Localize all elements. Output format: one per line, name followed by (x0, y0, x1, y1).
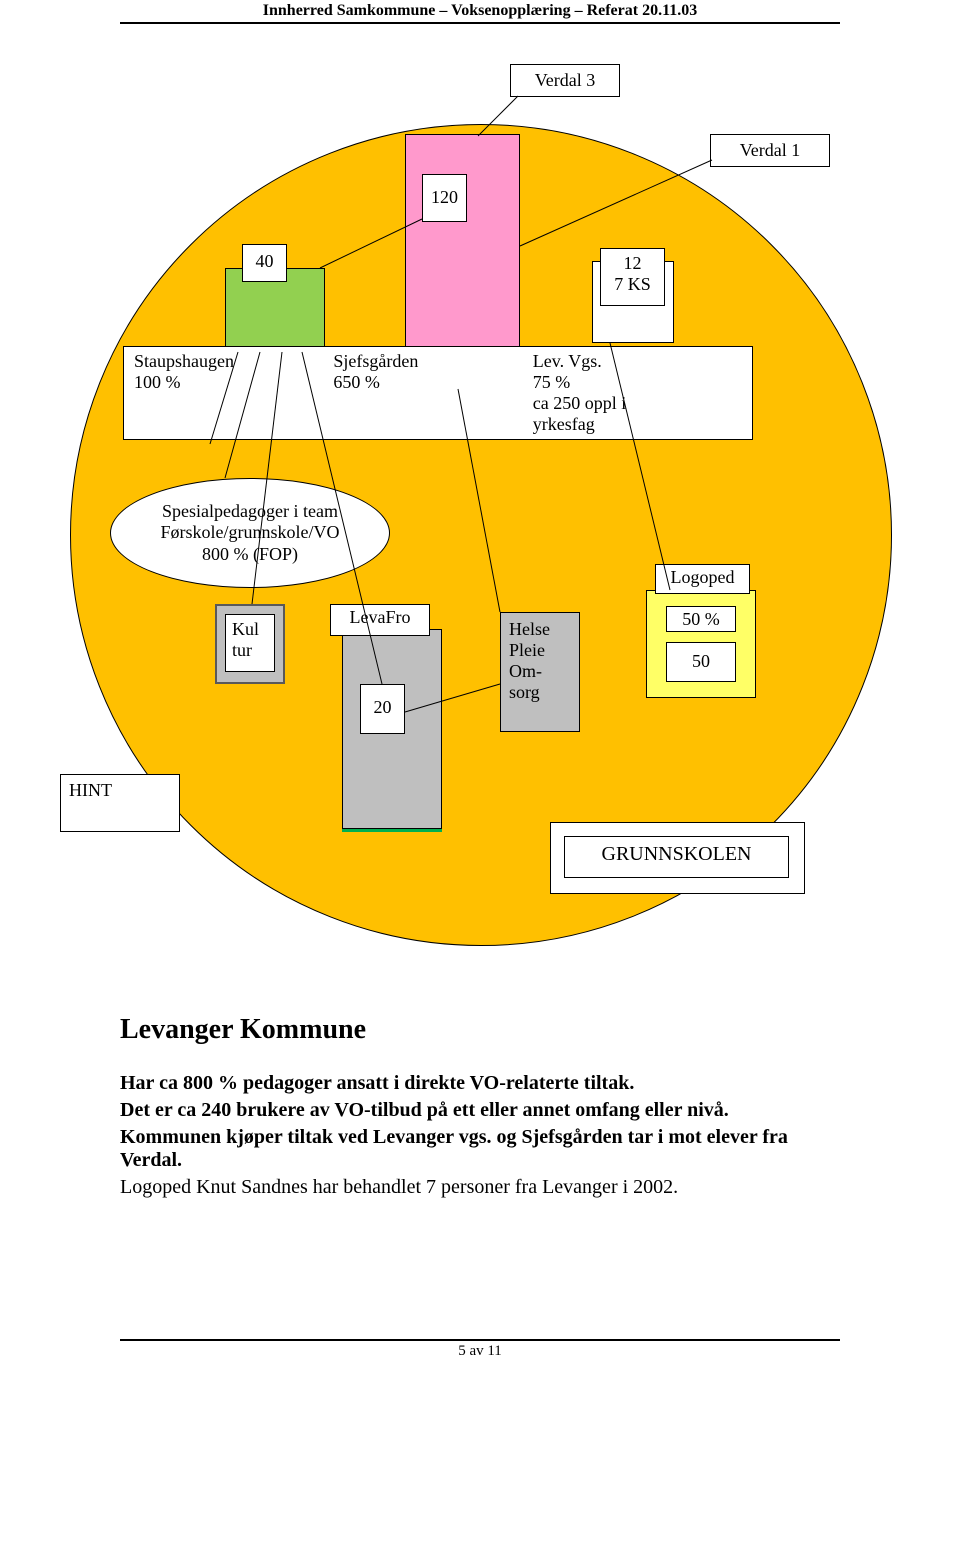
info-c3d: yrkesfag (533, 414, 742, 435)
info-c3c: ca 250 oppl i (533, 393, 742, 414)
verdal3-label: Verdal 3 (535, 70, 595, 90)
n120-label: 120 (431, 187, 458, 207)
body-line2: Det er ca 240 brukere av VO-tilbud på et… (120, 1099, 840, 1122)
grunnskolen-label: GRUNNSKOLEN (602, 843, 752, 865)
p50b-label: 50 (692, 651, 710, 671)
body-line3: Kommunen kjøper tiltak ved Levanger vgs.… (120, 1126, 840, 1172)
p50b-box: 50 (666, 642, 736, 682)
info-c2a: Sjefsgården (333, 351, 512, 372)
body-text: Levanger Kommune Har ca 800 % pedagoger … (120, 1014, 840, 1199)
logoped-box: Logoped (655, 564, 750, 594)
diagram: Verdal 3 Verdal 1 120 40 12 7 KS Staupsh… (70, 24, 890, 974)
n20-box: 20 (360, 684, 405, 734)
n40-box: 40 (242, 244, 287, 282)
n7ks-label: 7 KS (605, 274, 660, 295)
helse-l3: Om- (509, 661, 571, 682)
footer-rule (120, 1339, 840, 1341)
verdal1-box: Verdal 1 (710, 134, 830, 167)
info-bar: Staupshaugen 100 % Sjefsgården 650 % Lev… (123, 346, 753, 440)
kul-label: Kul (232, 619, 268, 640)
helse-l1: Helse (509, 619, 571, 640)
helse-l4: sorg (509, 682, 571, 703)
page-number: 5 av 11 (0, 1343, 960, 1360)
p50a-box: 50 % (666, 606, 736, 632)
section-title: Levanger Kommune (120, 1014, 840, 1046)
logoped-label: Logoped (671, 567, 735, 587)
n40-label: 40 (256, 251, 274, 271)
ellipse-l1: Spesialpedagoger i team (161, 501, 340, 523)
levafro-label: LevaFro (350, 607, 411, 627)
helse-box: Helse Pleie Om- sorg (500, 612, 580, 732)
grunnskolen-box: GRUNNSKOLEN (564, 836, 789, 878)
helse-l2: Pleie (509, 640, 571, 661)
verdal1-label: Verdal 1 (740, 140, 800, 160)
hint-box: HINT (60, 774, 180, 832)
kultur-box: Kul tur (225, 614, 275, 672)
tur-label: tur (232, 640, 268, 661)
header-text: Innherred Samkommune – Voksenopplæring –… (0, 2, 960, 20)
info-col1: Staupshaugen 100 % (124, 347, 323, 439)
info-col2: Sjefsgården 650 % (323, 347, 522, 439)
ellipse-l2: Førskole/grunnskole/VO (161, 522, 340, 544)
n120-box: 120 (422, 174, 467, 222)
info-c1a: Staupshaugen (134, 351, 313, 372)
info-c1b: 100 % (134, 372, 313, 393)
info-c3b: 75 % (533, 372, 742, 393)
ellipse-team: Spesialpedagoger i team Førskole/grunnsk… (110, 478, 390, 588)
levafro-box: LevaFro (330, 604, 430, 636)
info-col3: Lev. Vgs. 75 % ca 250 oppl i yrkesfag (523, 347, 752, 439)
body-line1: Har ca 800 % pedagoger ansatt i direkte … (120, 1072, 840, 1095)
footer: 5 av 11 (0, 1339, 960, 1360)
info-c2b: 650 % (333, 372, 512, 393)
ks-inner: 12 7 KS (600, 248, 665, 306)
n12-label: 12 (605, 253, 660, 274)
verdal3-box: Verdal 3 (510, 64, 620, 97)
p50a-label: 50 % (682, 609, 720, 629)
n20-label: 20 (374, 697, 392, 717)
levafro-underbar (342, 829, 442, 832)
body-line4: Logoped Knut Sandnes har behandlet 7 per… (120, 1176, 840, 1199)
info-c3a: Lev. Vgs. (533, 351, 742, 372)
hint-label: HINT (69, 780, 112, 800)
ellipse-l3: 800 % (FOP) (161, 544, 340, 566)
